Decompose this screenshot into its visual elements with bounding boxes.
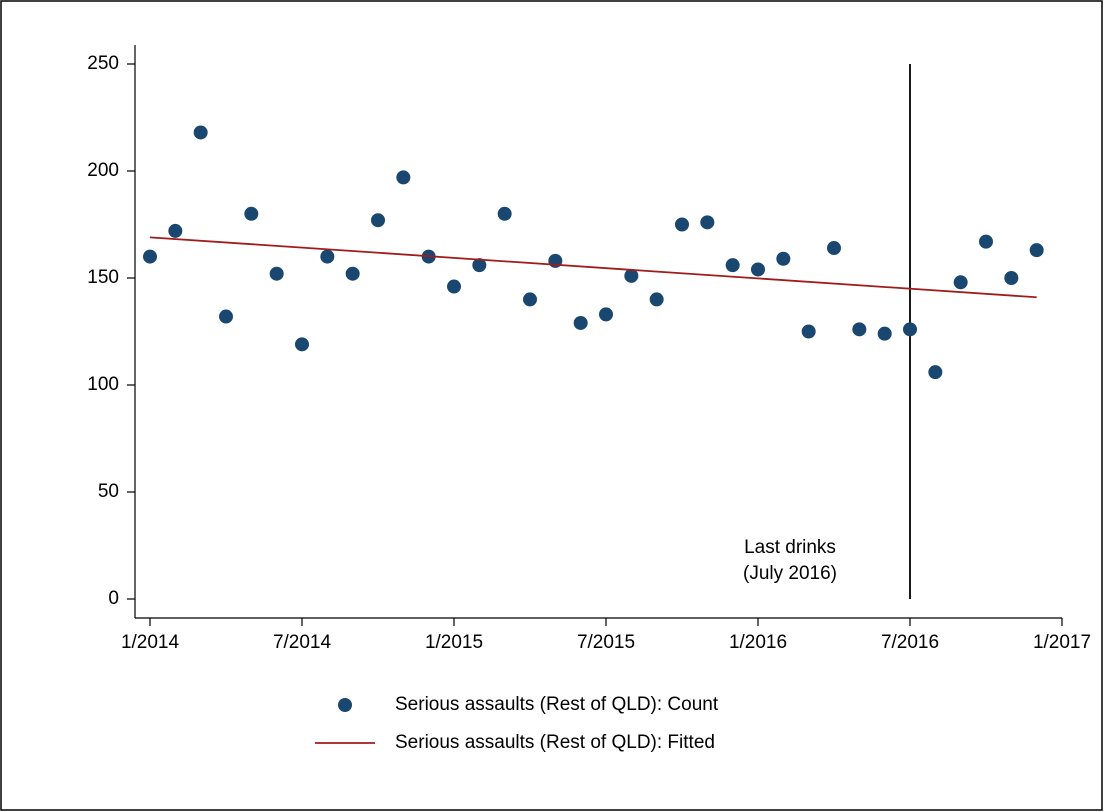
fitted-line [149,236,1037,299]
legend-symbol [338,698,352,712]
data-point [675,217,689,232]
data-point [751,262,765,277]
y-tick-label: 250 [87,53,119,74]
data-point [295,337,309,352]
data-point [472,258,487,273]
data-point [1029,243,1044,258]
data-point [776,251,791,266]
data-point [624,268,639,283]
data-point [953,275,968,290]
data-point [852,322,867,337]
data-point [497,206,512,221]
data-point [877,326,892,341]
data-point [396,170,411,185]
data-point [928,365,943,380]
data-point [725,258,740,273]
data-point [143,249,157,264]
x-tick-label: 7/2015 [577,632,635,653]
legend-label: Serious assaults (Rest of QLD): Count [395,694,719,715]
x-tick-label: 1/2014 [121,632,180,653]
data-point [599,307,613,322]
data-point [168,223,183,238]
data-point [193,125,208,140]
x-tick-label: 1/2015 [425,632,483,653]
data-point [447,279,461,294]
y-tick-label: 150 [87,267,119,288]
data-point [700,215,715,230]
data-point [827,241,841,256]
data-point [801,324,816,339]
data-point [903,322,917,337]
data-point [371,213,385,228]
data-point [345,266,360,281]
data-point [244,206,259,221]
data-point [649,292,664,307]
annotation: (July 2016) [743,563,837,584]
data-point [320,249,335,264]
x-tick-label: 1/2016 [729,632,787,653]
y-tick-label: 200 [87,160,119,181]
y-tick-label: 0 [108,588,119,609]
data-point [269,266,284,281]
x-tick-label: 7/2016 [881,632,939,653]
y-tick-label: 100 [87,374,119,395]
x-tick-label: 7/2014 [273,632,332,653]
data-point [979,234,993,249]
legend-label: Serious assaults (Rest of QLD): Fitted [395,732,715,753]
data-point [523,292,537,307]
data-point [219,309,233,324]
x-tick-label: 1/2017 [1033,632,1091,653]
data-point [1004,271,1019,285]
data-point [573,315,588,330]
y-tick-label: 50 [98,481,119,502]
annotation: Last drinks [744,537,836,558]
